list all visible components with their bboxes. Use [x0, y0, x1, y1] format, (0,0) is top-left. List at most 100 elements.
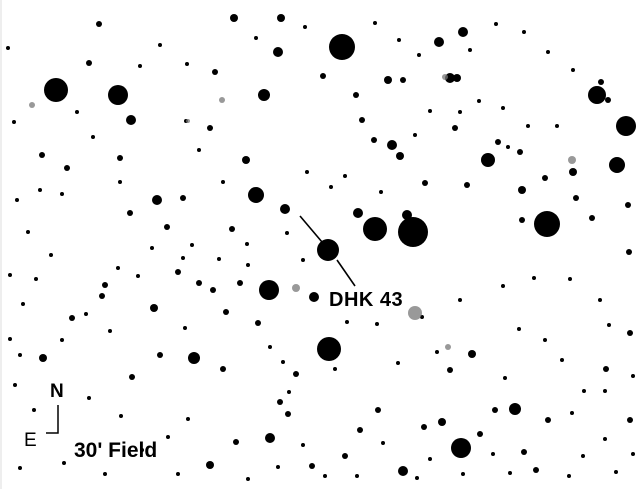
star-187	[458, 298, 462, 302]
nebulous-object-2	[445, 344, 451, 350]
star-170	[217, 257, 221, 261]
star-43	[438, 418, 446, 426]
star-78	[375, 407, 381, 413]
star-13	[481, 153, 495, 167]
star-54	[320, 73, 326, 79]
star-79	[357, 427, 363, 433]
star-14	[248, 187, 264, 203]
object-pointer-line-lower	[336, 259, 356, 287]
star-97	[86, 60, 92, 66]
star-114	[570, 411, 574, 415]
nebulous-object-1	[292, 284, 300, 292]
star-76	[477, 431, 483, 437]
star-12	[609, 157, 625, 173]
star-126	[119, 414, 123, 418]
nebulous-objects-group	[29, 74, 576, 350]
star-118	[428, 457, 432, 461]
star-56	[359, 117, 365, 123]
star-144	[428, 109, 432, 113]
star-156	[397, 38, 401, 42]
star-174	[49, 253, 53, 257]
object-pointer-line-upper	[299, 215, 323, 243]
star-34	[384, 76, 392, 84]
star-55	[353, 92, 359, 98]
star-85	[223, 309, 229, 315]
star-137	[229, 226, 235, 232]
star-40	[569, 168, 577, 176]
star-125	[140, 448, 144, 452]
star-145	[458, 110, 462, 114]
star-102	[129, 374, 135, 380]
star-80	[342, 453, 348, 459]
star-106	[333, 367, 337, 371]
star-194	[582, 389, 586, 393]
star-57	[371, 137, 377, 143]
star-2	[108, 85, 128, 105]
star-36	[453, 74, 461, 82]
star-93	[60, 192, 64, 196]
star-204	[323, 474, 327, 478]
star-101	[157, 352, 163, 358]
star-50	[69, 315, 75, 321]
compass-arrows	[46, 405, 59, 434]
star-151	[546, 50, 550, 54]
star-160	[185, 62, 189, 66]
star-138	[245, 242, 249, 246]
star-121	[276, 465, 280, 469]
star-108	[435, 350, 439, 354]
star-209	[18, 466, 22, 470]
star-199	[567, 474, 571, 478]
star-149	[555, 124, 559, 128]
target-object-label: DHK 43	[329, 289, 404, 311]
nebulous-object-3	[568, 156, 576, 164]
star-117	[508, 471, 512, 475]
star-99	[6, 46, 10, 50]
star-162	[138, 64, 142, 68]
star-183	[281, 360, 285, 364]
star-95	[39, 152, 45, 158]
star-33	[277, 14, 285, 22]
star-157	[373, 21, 377, 25]
star-10	[588, 86, 606, 104]
star-89	[127, 210, 133, 216]
star-42	[468, 350, 476, 358]
star-178	[18, 353, 22, 357]
star-182	[268, 345, 272, 349]
star-66	[598, 79, 604, 85]
star-94	[38, 188, 42, 192]
star-3	[398, 217, 428, 247]
star-26	[280, 204, 290, 214]
star-124	[166, 435, 170, 439]
star-116	[581, 454, 585, 458]
star-147	[501, 106, 505, 110]
star-148	[526, 124, 530, 128]
star-146	[477, 99, 481, 103]
star-71	[603, 366, 609, 372]
star-81	[309, 463, 315, 469]
star-72	[627, 417, 633, 423]
star-192	[607, 323, 611, 327]
star-173	[116, 266, 120, 270]
star-143	[413, 133, 417, 137]
star-195	[603, 389, 607, 393]
star-153	[494, 22, 498, 26]
star-83	[287, 390, 291, 394]
compass-east-label: E	[24, 430, 37, 451]
star-155	[417, 53, 421, 57]
star-38	[518, 186, 526, 194]
star-59	[452, 125, 458, 131]
star-53	[212, 69, 218, 75]
star-8	[317, 337, 341, 361]
star-73	[521, 449, 527, 455]
star-86	[210, 287, 216, 293]
star-22	[387, 140, 397, 150]
star-62	[517, 149, 523, 155]
star-29	[188, 352, 200, 364]
star-32	[230, 14, 238, 22]
star-169	[246, 263, 250, 267]
star-163	[75, 110, 79, 114]
star-15	[258, 89, 270, 101]
star-131	[26, 230, 30, 234]
star-200	[491, 452, 495, 456]
star-52	[207, 125, 213, 131]
